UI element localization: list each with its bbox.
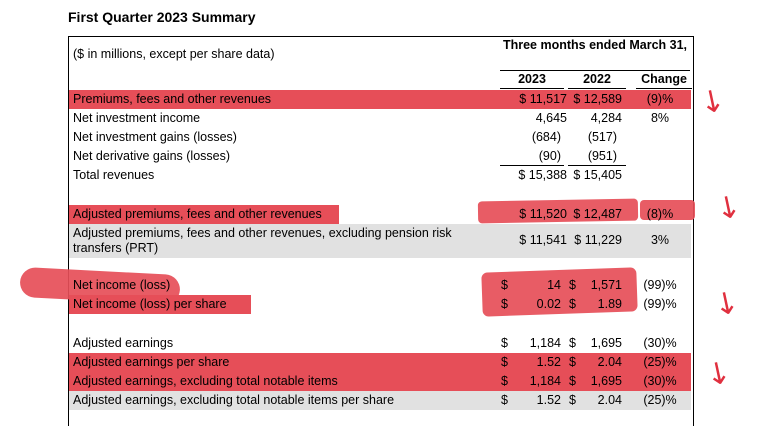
page-title: First Quarter 2023 Summary [68, 9, 256, 25]
row-label: Net derivative gains (losses) [73, 149, 231, 163]
row-label: Net income (loss) per share [73, 297, 227, 311]
down-arrow-icon: ↓ [710, 284, 743, 325]
dollar-sign: $ [501, 393, 508, 407]
value-2022: (517) [587, 130, 617, 144]
value-2022: (951) [587, 149, 617, 163]
table-row-values: $ 11,520 $ 12,487 (8)% [339, 205, 691, 224]
down-arrow-icon: ↓ [696, 82, 729, 123]
dollar-sign: $ [501, 374, 508, 388]
value-change: (25)% [643, 393, 677, 407]
table-row-values: $ 14 $ 1,571 (99)% [69, 276, 691, 295]
dollar-sign: $ [569, 336, 576, 350]
dollar-sign: $ [501, 355, 508, 369]
value-2023: 1,184 [529, 336, 561, 350]
row-label: Adjusted earnings [73, 336, 174, 350]
down-arrow-icon: ↓ [702, 354, 735, 395]
row-label: Adjusted premiums, fees and other revenu… [73, 226, 452, 255]
value-2022: 1,695 [590, 374, 622, 388]
value-change: (9)% [646, 92, 674, 106]
table-row: Net derivative gains (losses) (90) (951) [69, 147, 691, 166]
value-2023: 1.52 [536, 355, 561, 369]
summary-table [68, 36, 694, 426]
value-2022: $ 12,487 [573, 207, 622, 221]
value-2023: 0.02 [536, 297, 561, 311]
dollar-sign: $ [569, 393, 576, 407]
value-2023: $ 11,520 [519, 207, 567, 221]
value-2023: $ 11,541 [519, 233, 567, 247]
value-change: (30)% [643, 374, 677, 388]
row-label: Premiums, fees and other revenues [73, 92, 272, 106]
table-row: Adjusted earnings, excluding total notab… [69, 372, 691, 391]
value-2022: 2.04 [597, 393, 622, 407]
col-underline-2023 [500, 88, 564, 89]
table-row: Adjusted earnings $ 1,184 $ 1,695 (30)% [69, 334, 691, 353]
value-2023: $ 11,517 [519, 92, 567, 106]
row-label: Adjusted earnings per share [73, 355, 230, 369]
dollar-sign: $ [569, 297, 576, 311]
value-change: (8)% [646, 207, 674, 221]
table-row: Adjusted premiums, fees and other revenu… [69, 224, 691, 258]
table-row: Total revenues $ 15,388 $ 15,405 [69, 166, 691, 185]
value-change: (99)% [643, 278, 677, 292]
table-row: Net income (loss) [69, 276, 177, 295]
value-2023: 1.52 [536, 393, 561, 407]
table-row: Adjusted premiums, fees and other revenu… [69, 205, 339, 224]
table-row: Adjusted earnings, excluding total notab… [69, 391, 691, 410]
subtotal-rule [568, 165, 626, 166]
value-2022: $ 11,229 [574, 233, 622, 247]
col-header-2022: 2022 [583, 72, 611, 86]
value-2022: 1,695 [590, 336, 622, 350]
table-row-values: $ 0.02 $ 1.89 (99)% [69, 295, 691, 314]
value-2023: 1,184 [529, 374, 561, 388]
value-change: (30)% [643, 336, 677, 350]
col-header-2023: 2023 [518, 72, 546, 86]
dollar-sign: $ [569, 355, 576, 369]
period-underline [500, 70, 690, 71]
value-2023: 14 [547, 278, 561, 292]
table-row: Adjusted earnings per share $ 1.52 $ 2.0… [69, 353, 691, 372]
highlight-mark [640, 200, 695, 220]
value-2022: $ 12,589 [573, 92, 622, 106]
table-row: Premiums, fees and other revenues $ 11,5… [69, 90, 691, 109]
row-label: Net income (loss) [73, 278, 171, 292]
row-label: Adjusted earnings, excluding total notab… [73, 393, 395, 407]
value-2022: 2.04 [597, 355, 622, 369]
down-arrow-icon: ↓ [712, 188, 745, 229]
value-2022: 1,571 [590, 278, 622, 292]
period-header: Three months ended March 31, [502, 38, 688, 52]
value-change: (25)% [643, 355, 677, 369]
table-row: Net investment income 4,645 4,284 8% [69, 109, 691, 128]
dollar-sign: $ [501, 278, 508, 292]
value-change: 3% [650, 233, 670, 247]
value-2022: 1.89 [597, 297, 622, 311]
value-2023: (684) [531, 130, 561, 144]
value-2022: $ 15,405 [573, 168, 622, 182]
value-change: 8% [650, 111, 670, 125]
value-change: (99)% [643, 297, 677, 311]
units-note: ($ in millions, except per share data) [73, 47, 275, 61]
value-2023: $ 15,388 [518, 168, 567, 182]
row-label: Net investment income [73, 111, 201, 125]
row-label: Total revenues [73, 168, 155, 182]
col-header-change: Change [641, 72, 687, 86]
row-label: Adjusted premiums, fees and other revenu… [73, 207, 322, 221]
col-underline-2022 [568, 88, 626, 89]
row-label: Adjusted earnings, excluding total notab… [73, 374, 338, 388]
value-2023: 4,645 [535, 111, 567, 125]
dollar-sign: $ [501, 336, 508, 350]
table-row: Net investment gains (losses) (684) (517… [69, 128, 691, 147]
value-2023: (90) [538, 149, 561, 163]
row-label: Net investment gains (losses) [73, 130, 237, 144]
dollar-sign: $ [569, 278, 576, 292]
dollar-sign: $ [569, 374, 576, 388]
dollar-sign: $ [501, 297, 508, 311]
value-2022: 4,284 [590, 111, 622, 125]
col-underline-change [636, 88, 692, 89]
table-row: Net income (loss) per share [69, 295, 251, 314]
subtotal-rule [500, 165, 564, 166]
